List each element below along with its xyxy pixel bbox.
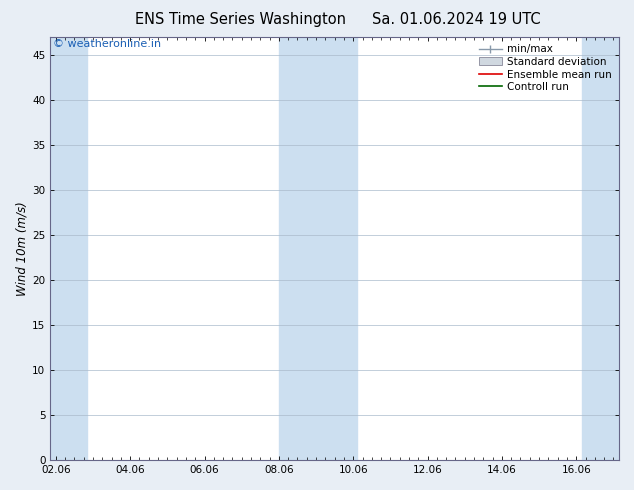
Text: ENS Time Series Washington: ENS Time Series Washington	[136, 12, 346, 27]
Y-axis label: Wind 10m (m/s): Wind 10m (m/s)	[15, 201, 28, 296]
Bar	[50, 37, 87, 460]
Bar	[582, 37, 619, 460]
Bar	[279, 37, 357, 460]
Legend: min/max, Standard deviation, Ensemble mean run, Controll run: min/max, Standard deviation, Ensemble me…	[477, 42, 614, 94]
Text: Sa. 01.06.2024 19 UTC: Sa. 01.06.2024 19 UTC	[372, 12, 541, 27]
Text: © weatheronline.in: © weatheronline.in	[53, 39, 161, 49]
